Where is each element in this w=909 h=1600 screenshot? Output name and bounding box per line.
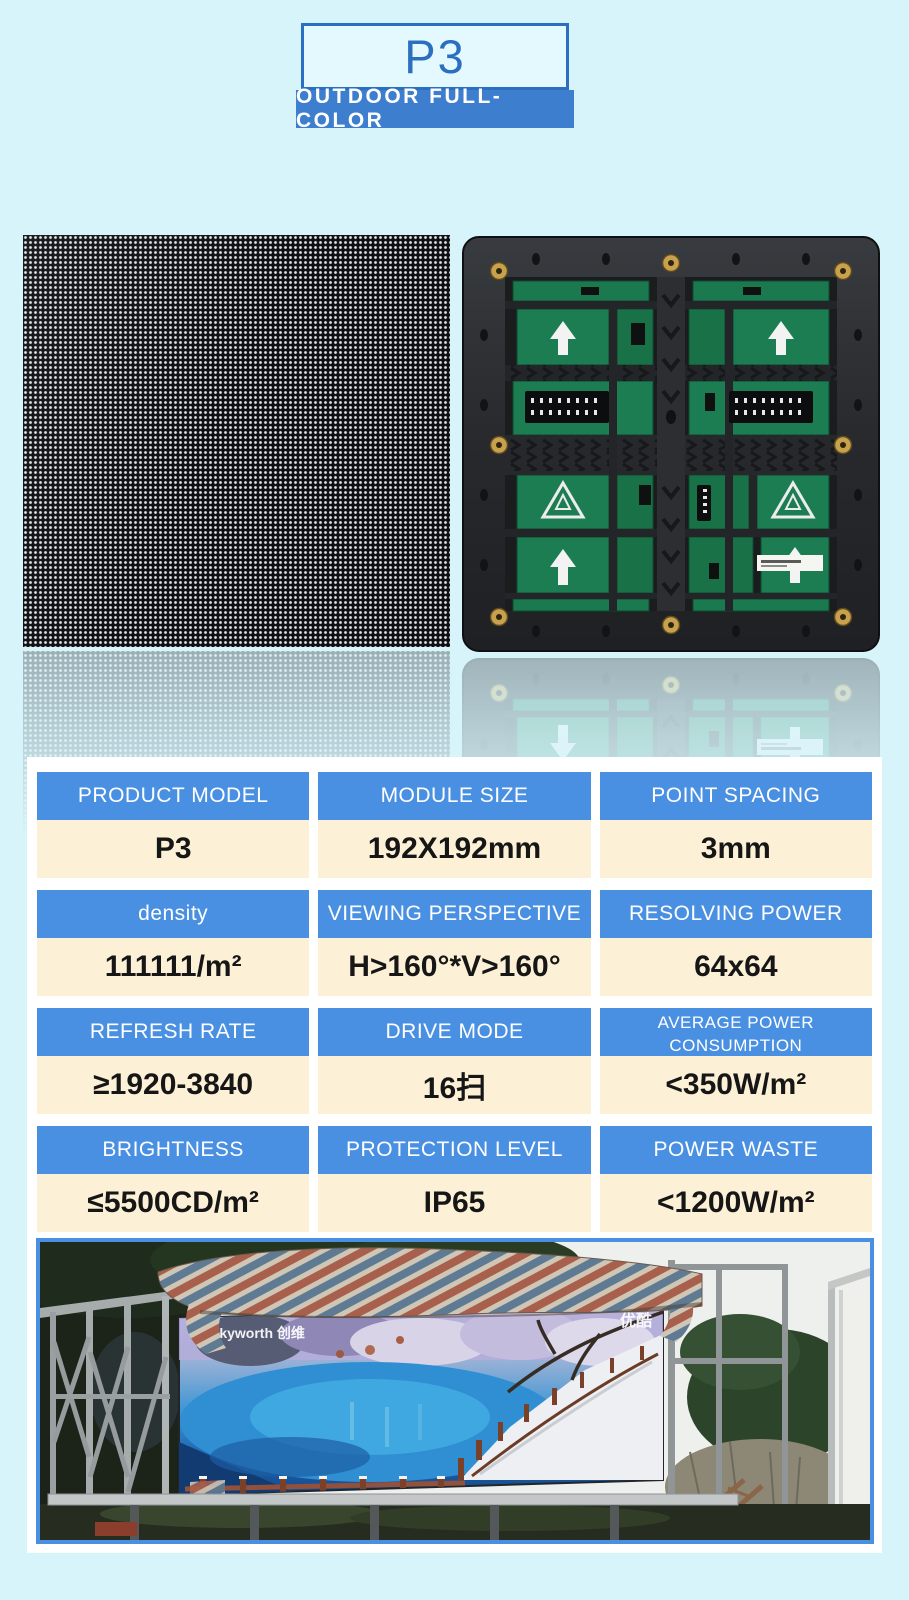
spec-value-drive-mode: 16扫	[318, 1056, 591, 1114]
ground-beam	[47, 1493, 739, 1506]
spec-value-product-model: P3	[37, 820, 310, 878]
spec-value-module-size: 192X192mm	[318, 820, 591, 878]
led-module-back-image	[461, 235, 881, 653]
spec-header-viewing-perspective: VIEWING PERSPECTIVE	[318, 890, 591, 938]
screw-icon	[489, 253, 853, 635]
spec-header-resolving-power: RESOLVING POWER	[599, 890, 872, 938]
spec-value-average-power-consumption: <350W/m²	[599, 1056, 872, 1114]
spec-table: PRODUCT MODEL MODULE SIZE POINT SPACING …	[37, 772, 872, 1232]
spec-header-row: REFRESH RATE DRIVE MODE AVERAGE POWER CO…	[37, 1008, 872, 1056]
center-spine	[657, 277, 685, 611]
spec-header-row: density VIEWING PERSPECTIVE RESOLVING PO…	[37, 890, 872, 938]
content-panel: PRODUCT MODEL MODULE SIZE POINT SPACING …	[27, 757, 882, 1553]
spec-header-point-spacing: POINT SPACING	[599, 772, 872, 820]
spec-header-refresh-rate: REFRESH RATE	[37, 1008, 310, 1056]
spec-value-row: ≤5500CD/m² IP65 <1200W/m²	[37, 1174, 872, 1232]
screen-branch	[506, 1310, 663, 1394]
ground	[40, 1493, 870, 1540]
spec-header-brightness: BRIGHTNESS	[37, 1126, 310, 1174]
tarp	[157, 1247, 703, 1506]
spec-value-row: 111111/m² H>160°*V>160° 64x64	[37, 938, 872, 996]
led-module-front-image	[23, 235, 450, 647]
spec-value-viewing-perspective: H>160°*V>160°	[318, 938, 591, 996]
spec-header-protection-level: PROTECTION LEVEL	[318, 1126, 591, 1174]
installation-photo: Skyworth 创维 优酷	[36, 1238, 874, 1544]
spec-header-product-model: PRODUCT MODEL	[37, 772, 310, 820]
product-model-badge: P3	[301, 23, 569, 90]
product-banner: OUTDOOR FULL-COLOR	[296, 85, 574, 132]
spec-header-row: BRIGHTNESS PROTECTION LEVEL POWER WASTE	[37, 1126, 872, 1174]
spec-value-protection-level: IP65	[318, 1174, 591, 1232]
spec-value-power-waste: <1200W/m²	[599, 1174, 872, 1232]
spec-header-density: density	[37, 890, 310, 938]
screen-lake	[179, 1362, 560, 1495]
product-model-text: P3	[404, 30, 466, 83]
spec-value-row: P3 192X192mm 3mm	[37, 820, 872, 878]
spec-header-drive-mode: DRIVE MODE	[318, 1008, 591, 1056]
red-debris	[95, 1522, 137, 1536]
idc-connector	[525, 391, 813, 521]
label-sticker	[757, 555, 823, 571]
spec-header-average-power-consumption: AVERAGE POWER CONSUMPTION	[599, 1008, 872, 1056]
spec-value-density: 111111/m²	[37, 938, 310, 996]
spec-header-row: PRODUCT MODEL MODULE SIZE POINT SPACING	[37, 772, 872, 820]
spec-header-power-waste: POWER WASTE	[599, 1126, 872, 1174]
screen-boardwalk	[458, 1334, 663, 1480]
spec-value-resolving-power: 64x64	[599, 938, 872, 996]
watermark-youku: 优酷	[620, 1311, 652, 1330]
spec-value-brightness: ≤5500CD/m²	[37, 1174, 310, 1232]
spec-value-row: ≥1920-3840 16扫 <350W/m²	[37, 1056, 872, 1114]
module-back-drawing	[462, 236, 880, 652]
ic-chips	[581, 287, 761, 579]
frame-holes	[480, 253, 862, 637]
watermark-skyworth: Skyworth 创维	[210, 1325, 305, 1341]
led-screen: Skyworth 创维 优酷	[178, 1304, 664, 1497]
spec-value-refresh-rate: ≥1920-3840	[37, 1056, 310, 1114]
esd-warning-icon	[540, 480, 816, 519]
spec-value-point-spacing: 3mm	[599, 820, 872, 878]
installation-photo-drawing: Skyworth 创维 优酷	[40, 1242, 870, 1540]
building	[828, 1268, 870, 1534]
spec-header-module-size: MODULE SIZE	[318, 772, 591, 820]
